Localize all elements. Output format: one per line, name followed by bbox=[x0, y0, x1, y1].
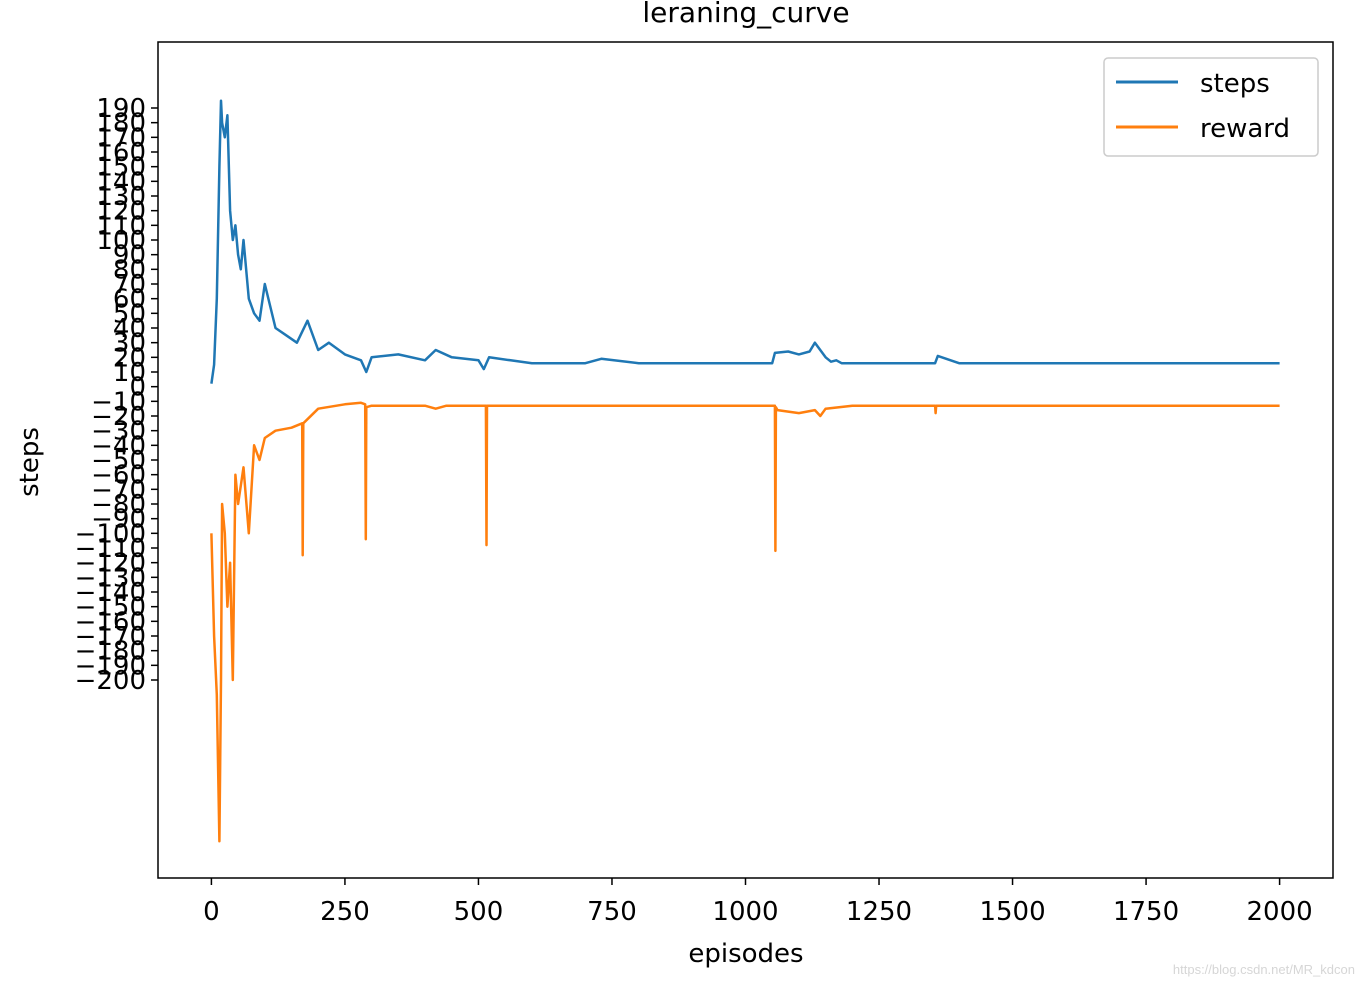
y-tick-label: −130 bbox=[75, 563, 146, 593]
y-tick-label: −80 bbox=[91, 490, 146, 520]
legend-reward-label: reward bbox=[1200, 114, 1290, 144]
y-tick-label: 170 bbox=[96, 123, 146, 153]
y-tick-label: −30 bbox=[91, 417, 146, 447]
chart-title: leraning_curve bbox=[642, 0, 849, 29]
y-tick-label: −170 bbox=[75, 622, 146, 652]
y-tick-label: −140 bbox=[75, 578, 146, 608]
y-tick-label: −40 bbox=[91, 431, 146, 461]
y-tick-label: −160 bbox=[75, 607, 146, 637]
y-axis-label: steps bbox=[15, 427, 45, 497]
x-tick-label: 1500 bbox=[979, 897, 1045, 927]
y-tick-label: 120 bbox=[96, 197, 146, 227]
y-tick-label: −110 bbox=[75, 534, 146, 564]
y-tick-label: 30 bbox=[113, 329, 146, 359]
y-tick-label: −120 bbox=[75, 549, 146, 579]
y-tick-label: −50 bbox=[91, 446, 146, 476]
y-tick-label: −190 bbox=[75, 651, 146, 681]
y-tick-label: −20 bbox=[91, 402, 146, 432]
series-line-steps bbox=[210, 99, 1280, 384]
x-axis-label: episodes bbox=[688, 939, 803, 969]
y-tick-label: 150 bbox=[96, 153, 146, 183]
x-tick-label: 2000 bbox=[1247, 897, 1313, 927]
y-tick-label: 70 bbox=[113, 270, 146, 300]
x-axis: 0 250 500 750 1000 1250 1500 1750 2000 bbox=[203, 878, 1313, 927]
y-tick-label: 40 bbox=[113, 314, 146, 344]
x-tick-label: 750 bbox=[587, 897, 637, 927]
y-tick-label: 100 bbox=[96, 226, 146, 256]
legend: steps reward bbox=[1103, 57, 1319, 157]
y-tick-label: 50 bbox=[113, 299, 146, 329]
y-tick-label: 130 bbox=[96, 182, 146, 212]
plot-series bbox=[210, 99, 1280, 843]
y-tick-label: 0 bbox=[129, 373, 146, 403]
y-tick-label: −180 bbox=[75, 637, 146, 667]
y-tick-label: 180 bbox=[96, 109, 146, 139]
y-tick-label: −10 bbox=[91, 387, 146, 417]
y-tick-label: 110 bbox=[96, 211, 146, 241]
y-tick-label: −150 bbox=[75, 593, 146, 623]
x-tick-label: 500 bbox=[454, 897, 504, 927]
x-tick-label: 1000 bbox=[712, 897, 778, 927]
y-tick-label: 20 bbox=[113, 343, 146, 373]
y-tick-label: −200 bbox=[75, 666, 146, 696]
y-tick-label: 190 bbox=[96, 94, 146, 124]
y-axis: 1901801701601501401301201101009080706050… bbox=[75, 94, 158, 696]
legend-steps-label: steps bbox=[1200, 69, 1270, 99]
series-line-reward bbox=[210, 401, 1280, 843]
x-tick-label: 1250 bbox=[846, 897, 912, 927]
x-tick-label: 1750 bbox=[1113, 897, 1179, 927]
y-tick-label: 140 bbox=[96, 167, 146, 197]
watermark-text: https://blog.csdn.net/MR_kdcon bbox=[1172, 962, 1355, 977]
y-tick-label: −100 bbox=[75, 519, 146, 549]
y-tick-label: 80 bbox=[113, 255, 146, 285]
x-tick-label: 250 bbox=[320, 897, 370, 927]
y-tick-label: 160 bbox=[96, 138, 146, 168]
y-tick-label: −70 bbox=[91, 475, 146, 505]
y-tick-label: −90 bbox=[91, 505, 146, 535]
plot-frame bbox=[157, 41, 1334, 879]
y-tick-label: 10 bbox=[113, 358, 146, 388]
y-tick-label: 60 bbox=[113, 285, 146, 315]
y-tick-label: 90 bbox=[113, 241, 146, 271]
y-tick-label: −60 bbox=[91, 461, 146, 491]
x-tick-label: 0 bbox=[203, 897, 220, 927]
